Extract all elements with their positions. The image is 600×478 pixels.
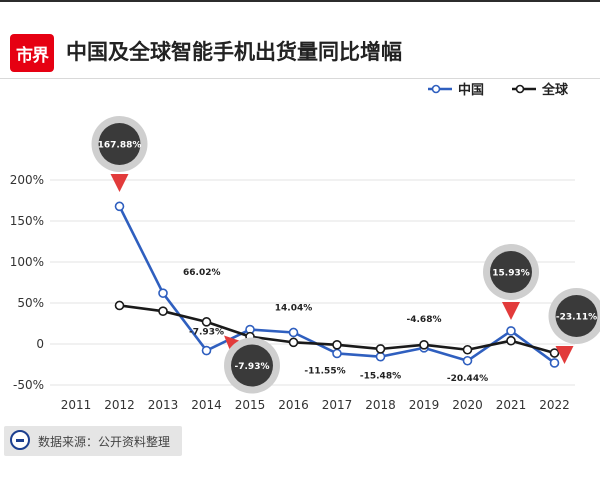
global-data-point — [114, 300, 125, 311]
china-data-point — [375, 351, 386, 362]
china-data-point — [332, 348, 342, 359]
x-tick-label: 2011 — [61, 398, 92, 412]
chart-title: 中国及全球智能手机出货量同比增幅 — [66, 40, 402, 64]
callout-pointer — [502, 302, 520, 320]
callout-bubble: -7.93% — [224, 335, 280, 394]
data-label: -7.93% — [189, 328, 224, 338]
y-tick-label: 0 — [36, 337, 44, 351]
callout-label: -23.11% — [556, 313, 597, 323]
callout-bubble: -23.11% — [548, 288, 600, 364]
china-data-point — [549, 358, 560, 368]
callout-label: -7.93% — [235, 362, 270, 372]
data-labels: 66.02% -7.93% 14.04% -11.55% -15.48% -4.68% -2… — [183, 268, 488, 384]
china-data-point — [114, 201, 125, 212]
legend-item-global: 全球 — [512, 82, 569, 98]
data-label: -11.55% — [304, 366, 345, 376]
x-tick-label: 2013 — [148, 398, 179, 412]
china-data-point — [462, 355, 473, 366]
legend-swatch-marker — [431, 84, 441, 94]
legend-item-china: 中国 — [428, 82, 484, 98]
x-tick-label: 2019 — [409, 398, 440, 412]
x-tick-label: 2015 — [235, 398, 266, 412]
x-tick-label: 2012 — [104, 398, 135, 412]
title-divider — [0, 78, 600, 79]
global-data-point — [419, 340, 429, 350]
y-axis-ticks: 200% 150% 100% 50% 0 -50% — [10, 173, 44, 392]
legend-label: 全球 — [541, 82, 569, 98]
x-tick-label: 2016 — [278, 398, 309, 412]
callout-pointer — [555, 346, 574, 364]
callout-pointer — [110, 174, 129, 192]
callout-circle — [98, 123, 141, 165]
callout-label: 167.88% — [98, 141, 142, 151]
data-label: 14.04% — [275, 303, 313, 313]
china-data-point — [158, 288, 168, 298]
callout-bubbles: 167.88% -7.93% 15.93% -23.11% — [91, 116, 600, 394]
series-points — [114, 201, 560, 368]
x-tick-label: 2022 — [539, 398, 570, 412]
y-tick-label: 50% — [17, 296, 44, 310]
callout-bubble: 167.88% — [91, 116, 148, 192]
global-data-point — [375, 344, 386, 354]
china-data-point — [201, 345, 212, 356]
source-text: 数据来源：公开资料整理 — [38, 435, 171, 449]
callout-circle — [231, 344, 273, 387]
y-tick-label: 100% — [10, 255, 44, 269]
china-data-point — [288, 327, 299, 338]
source-bar: 数据来源：公开资料整理 — [4, 426, 182, 456]
data-label: -20.44% — [447, 374, 488, 384]
data-label: 66.02% — [183, 268, 221, 278]
global-data-point — [506, 335, 516, 346]
x-tick-label: 2020 — [452, 398, 483, 412]
y-tick-label: -50% — [13, 378, 44, 392]
china-data-point — [506, 326, 516, 336]
legend-swatch-marker — [515, 84, 525, 94]
data-label: -4.68% — [407, 315, 442, 325]
brand-logo: 市界 — [10, 34, 54, 72]
callout-bubble: 15.93% — [483, 244, 539, 320]
y-tick-label: 200% — [10, 173, 44, 187]
x-tick-label: 2014 — [191, 398, 222, 412]
y-tick-label: 150% — [10, 214, 44, 228]
top-rule — [0, 0, 600, 2]
legend: 中国 全球 — [428, 82, 569, 98]
callout-circle — [490, 251, 532, 293]
global-data-point — [158, 306, 168, 317]
data-label: -15.48% — [360, 372, 401, 382]
global-data-point — [462, 344, 473, 355]
global-data-point — [201, 317, 212, 327]
x-tick-label: 2018 — [365, 398, 396, 412]
legend-label: 中国 — [458, 82, 484, 98]
x-tick-label: 2021 — [496, 398, 527, 412]
global-data-point — [288, 337, 299, 348]
global-data-point — [332, 340, 342, 350]
x-axis-ticks: 2011 2012 2013 2014 2015 2016 2017 2018 2019 2020… — [61, 398, 570, 412]
global-data-point — [549, 348, 560, 358]
callout-label: 15.93% — [492, 269, 530, 279]
callout-circle — [555, 295, 598, 337]
minus-circle-icon — [10, 430, 30, 450]
x-tick-label: 2017 — [322, 398, 353, 412]
